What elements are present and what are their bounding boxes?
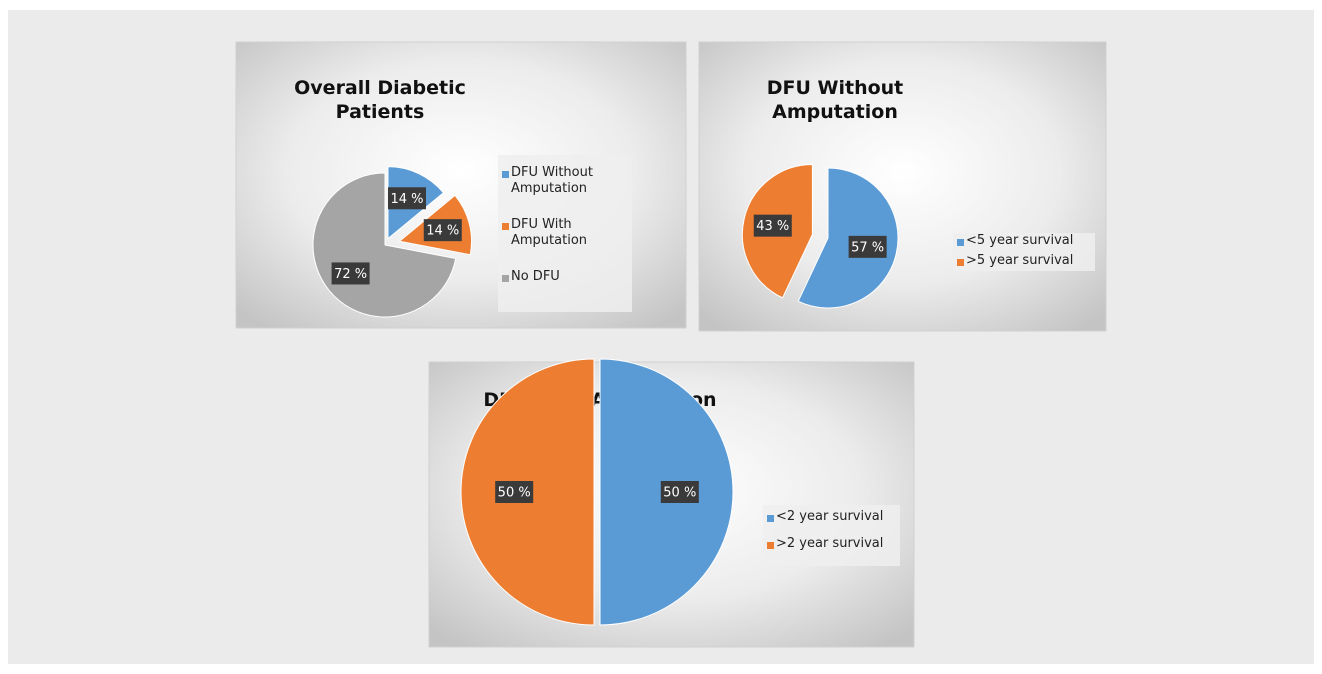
legend-label: DFU With Amputation [511,217,588,248]
legend-swatch [767,542,774,549]
pie-slice [797,167,899,309]
value-label: 43 % [756,219,789,234]
value-label: 57 % [851,240,884,255]
value-label-box [848,235,887,258]
legend-label: <2 year survival [776,509,884,524]
legend-label: >2 year survival [776,536,884,551]
legend-label-box: DFU With Amputation [511,217,588,248]
legend-label-box: <5 year survival [966,233,1074,248]
chart-title: DFU Without Amputation [766,77,904,123]
legend-swatch [502,171,509,178]
legend [953,233,1095,271]
legend-label-box: >2 year survival [776,536,884,551]
legend-label-box: <2 year survival [776,509,884,524]
legend-swatch [957,239,964,246]
legend [498,155,632,312]
legend-label: <5 year survival [966,233,1074,248]
legend-label: DFU Without Amputation [511,165,593,196]
value-label: 14 % [390,192,423,207]
value-label-box [423,219,462,242]
chart-title-box: Overall Diabetic Patients [294,77,466,123]
value-label-box [387,187,426,210]
legend-swatch [957,259,964,266]
value-label-box [331,262,370,285]
chart-title-box: DFU Without Amputation [766,77,904,123]
value-label: 50 % [498,486,531,501]
legend-label: No DFU [511,269,560,284]
legend-swatch [502,223,509,230]
legend-label-box: DFU Without Amputation [511,165,593,196]
legend-swatch [502,275,509,282]
value-label: 50 % [663,486,696,501]
legend [763,505,900,566]
legend-label-box: >5 year survival [966,253,1074,268]
chart-title: Overall Diabetic Patients [294,77,466,123]
legend-label-box: No DFU [511,269,560,284]
value-label: 14 % [426,224,459,239]
legend-label: >5 year survival [966,253,1074,268]
value-label: 72 % [334,267,367,282]
legend-swatch [767,515,774,522]
value-label-box [495,481,534,503]
value-label-box [660,481,699,503]
value-label-box [753,214,792,237]
